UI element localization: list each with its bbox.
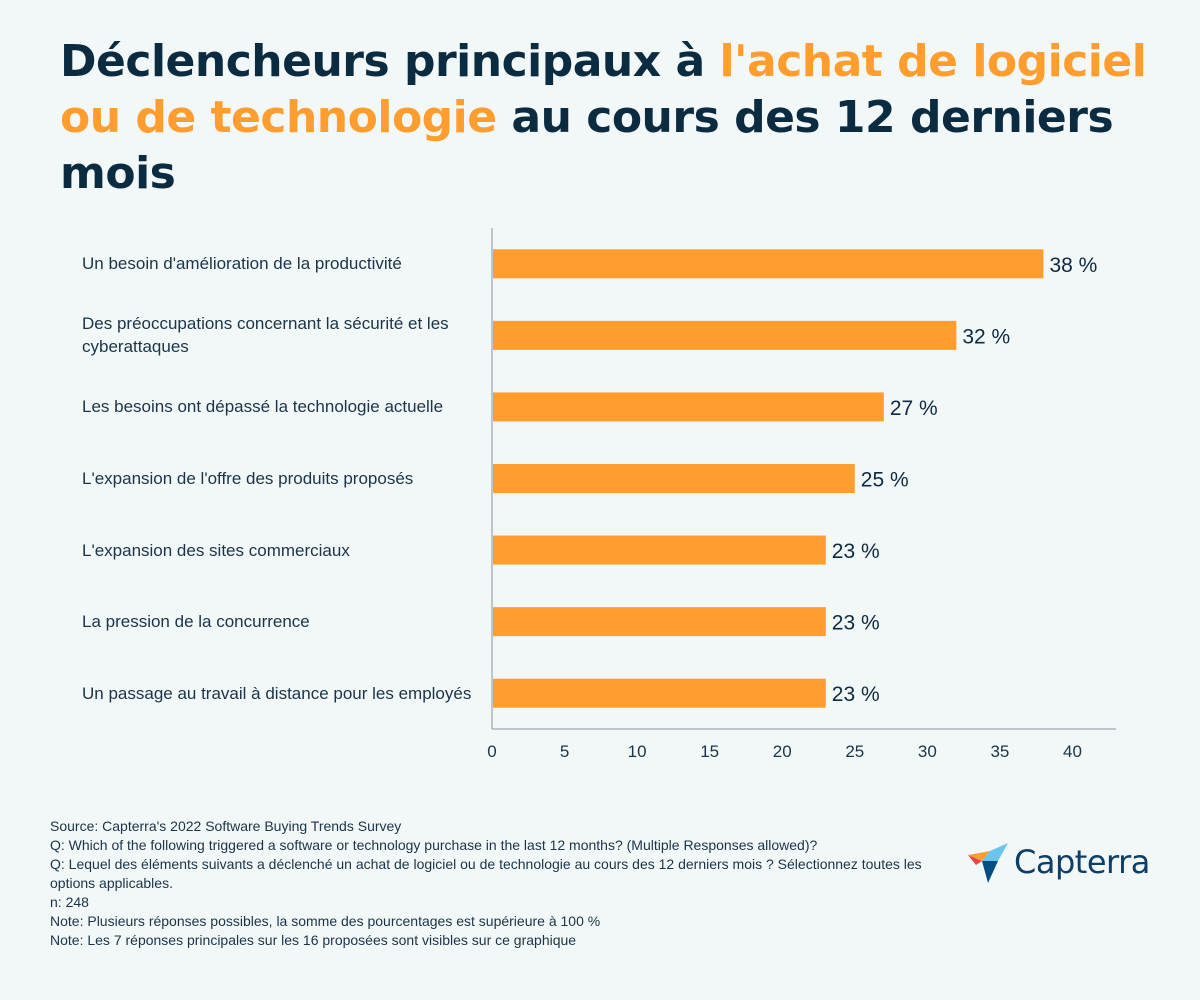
bar-value-label: 38 % (1049, 254, 1097, 277)
source-text: Source: Capterra's 2022 Software Buying … (50, 818, 402, 834)
bar (493, 249, 1044, 279)
x-tick-label: 35 (990, 742, 1009, 761)
footer-notes: Source: Capterra's 2022 Software Buying … (50, 817, 930, 950)
chart-title: Déclencheurs principaux à l'achat de log… (60, 34, 1170, 202)
category-label: La pression de la concurrence (82, 612, 310, 632)
bar (493, 607, 826, 637)
bar-chart: 0 5 10 15 20 25 30 35 40 38 % 32 % 27 % 25 % 23 % 23 %… (487, 228, 1116, 761)
x-tick-label: 15 (700, 742, 719, 761)
bar-value-label: 27 % (890, 397, 938, 420)
x-tick-label: 30 (918, 742, 937, 761)
bar (493, 535, 826, 565)
category-label: L'expansion des sites commerciaux (82, 540, 350, 560)
question-fr: Q: Lequel des éléments suivants a déclen… (50, 856, 922, 891)
bar (493, 392, 884, 422)
x-tick-label: 10 (628, 742, 647, 761)
title-part2: au cours des 12 derniers mois (60, 92, 1114, 199)
x-tick-label: 20 (773, 742, 792, 761)
category-label: Les besoins ont dépassé la technologie a… (82, 397, 444, 417)
bar-value-label: 25 % (861, 469, 909, 492)
capterra-logo: Capterra (968, 840, 1150, 884)
category-label: L'expansion de l'offre des produits prop… (82, 469, 414, 488)
note-2: Note: Les 7 réponses principales sur les… (50, 932, 577, 948)
x-tick-label: 0 (487, 742, 496, 761)
note-1: Note: Plusieurs réponses possibles, la s… (50, 913, 601, 929)
bar-value-label: 23 % (832, 683, 880, 706)
bar (493, 464, 855, 493)
title-highlight: l'achat de logiciel ou de technologie (60, 36, 1147, 143)
bar-value-label: 32 % (962, 325, 1010, 348)
category-label: Un passage au travail à distance pour le… (82, 683, 472, 703)
x-tick-label: 25 (845, 742, 864, 761)
category-label: Des préoccupations concernant la sécurit… (82, 314, 449, 357)
bar (493, 320, 957, 350)
bar-value-label: 23 % (832, 540, 880, 563)
title-part1: Déclencheurs principaux à (60, 36, 720, 87)
bar (493, 678, 826, 708)
bar-value-label: 23 % (832, 612, 880, 635)
logo-text: Capterra (1014, 843, 1150, 881)
question-en: Q: Which of the following triggered a so… (50, 837, 818, 853)
x-tick-label: 5 (560, 742, 569, 761)
sample-size: n: 248 (50, 894, 89, 910)
capterra-logo-icon (968, 843, 1008, 883)
category-label: Un besoin d'amélioration de la productiv… (82, 254, 402, 274)
x-tick-label: 40 (1063, 742, 1082, 761)
